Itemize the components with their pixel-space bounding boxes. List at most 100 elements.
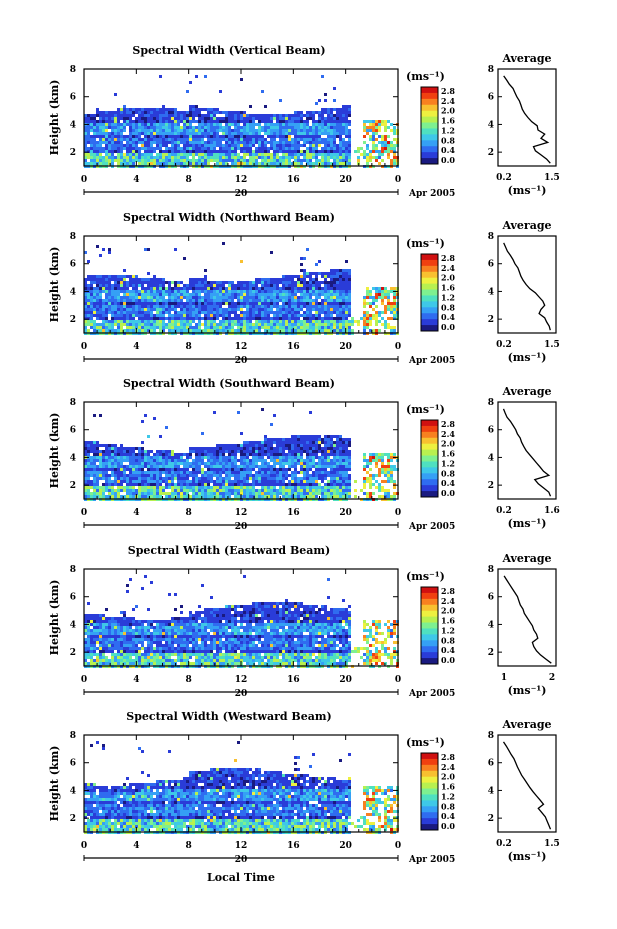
heatmap-cell — [117, 326, 120, 329]
heatmap-cell — [345, 144, 348, 147]
heatmap-cell — [117, 477, 120, 480]
heatmap-cell — [225, 483, 228, 486]
heatmap-cell — [126, 114, 129, 117]
heatmap-cell — [327, 323, 330, 326]
heatmap-cell — [384, 141, 387, 144]
heatmap-cell — [183, 290, 186, 293]
heatmap-cell — [135, 296, 138, 299]
heatmap-cell — [102, 284, 105, 287]
heatmap-cell — [282, 302, 285, 305]
heatmap-cell — [222, 486, 225, 489]
heatmap-cell — [198, 114, 201, 117]
heatmap-cell — [258, 320, 261, 323]
heatmap-cell — [240, 114, 243, 117]
heatmap-cell — [120, 456, 123, 459]
heatmap-cell — [246, 462, 249, 465]
heatmap-cell — [186, 141, 189, 144]
colorbar-swatch — [421, 87, 438, 94]
heatmap-cell — [147, 135, 150, 138]
heatmap-cell — [96, 465, 99, 468]
heatmap-cell — [171, 465, 174, 468]
heatmap-cell — [216, 483, 219, 486]
heatmap-cell — [183, 480, 186, 483]
heatmap-cell — [204, 305, 207, 308]
heatmap-cell — [264, 105, 267, 108]
heatmap-cell — [186, 320, 189, 323]
heatmap-cell — [177, 132, 180, 135]
heatmap-cell — [249, 489, 252, 492]
heatmap-cell — [135, 153, 138, 156]
heatmap-cell — [123, 489, 126, 492]
heatmap-cell — [306, 296, 309, 299]
heatmap-cell — [315, 159, 318, 162]
heatmap-cell — [243, 302, 246, 305]
heatmap-cell — [90, 159, 93, 162]
heatmap-cell — [186, 474, 189, 477]
heatmap-cell — [387, 120, 390, 123]
y-tick-label: 8 — [70, 65, 76, 75]
heatmap-cell — [369, 120, 372, 123]
heatmap-cell — [240, 287, 243, 290]
heatmap-cell — [240, 293, 243, 296]
heatmap-cell — [288, 305, 291, 308]
heatmap-cell — [195, 105, 198, 108]
heatmap-cell — [135, 314, 138, 317]
y-tick-label: 4 — [70, 120, 76, 130]
heatmap-cell — [150, 465, 153, 468]
heatmap-cell — [210, 489, 213, 492]
heatmap-cell — [345, 329, 348, 332]
heatmap-cell — [225, 462, 228, 465]
heatmap-cell — [132, 153, 135, 156]
heatmap-cell — [219, 126, 222, 129]
heatmap-cell — [174, 320, 177, 323]
heatmap-cell — [198, 480, 201, 483]
heatmap-cell — [285, 278, 288, 281]
heatmap-cell — [117, 111, 120, 114]
heatmap-cell — [174, 314, 177, 317]
heatmap-cell — [267, 323, 270, 326]
heatmap-cell — [387, 317, 390, 320]
heatmap-cell — [213, 108, 216, 111]
heatmap-cell — [162, 296, 165, 299]
heatmap-cell — [159, 323, 162, 326]
heatmap-cell — [333, 305, 336, 308]
heatmap-cell — [339, 150, 342, 153]
heatmap-cell — [279, 299, 282, 302]
heatmap-cell — [126, 287, 129, 290]
heatmap-cell — [234, 147, 237, 150]
heatmap-cell — [183, 462, 186, 465]
heatmap-cell — [237, 141, 240, 144]
heatmap-cell — [291, 308, 294, 311]
heatmap-cell — [261, 456, 264, 459]
heatmap-cell — [204, 317, 207, 320]
heatmap-cell — [300, 135, 303, 138]
heatmap-cell — [201, 474, 204, 477]
heatmap-cell — [315, 293, 318, 296]
heatmap-cell — [315, 281, 318, 284]
heatmap-cell — [102, 290, 105, 293]
heatmap-cell — [363, 302, 366, 305]
heatmap-cell — [270, 459, 273, 462]
heatmap-cell — [246, 456, 249, 459]
heatmap-cell — [216, 141, 219, 144]
heatmap-cell — [252, 290, 255, 293]
heatmap-cell — [207, 138, 210, 141]
heatmap-cell — [303, 284, 306, 287]
heatmap-cell — [252, 323, 255, 326]
heatmap-cell — [330, 138, 333, 141]
heatmap-cell — [234, 287, 237, 290]
heatmap-cell — [195, 302, 198, 305]
heatmap-cell — [252, 441, 255, 444]
heatmap-cell — [99, 135, 102, 138]
heatmap-cell — [183, 296, 186, 299]
heatmap-cell — [228, 323, 231, 326]
heatmap-cell — [279, 447, 282, 450]
heatmap-cell — [204, 159, 207, 162]
heatmap-cell — [189, 317, 192, 320]
heatmap-cell — [135, 144, 138, 147]
heatmap-cell — [333, 299, 336, 302]
heatmap-cell — [261, 486, 264, 489]
heatmap-cell — [198, 314, 201, 317]
heatmap-cell — [129, 495, 132, 498]
heatmap-cell — [252, 489, 255, 492]
